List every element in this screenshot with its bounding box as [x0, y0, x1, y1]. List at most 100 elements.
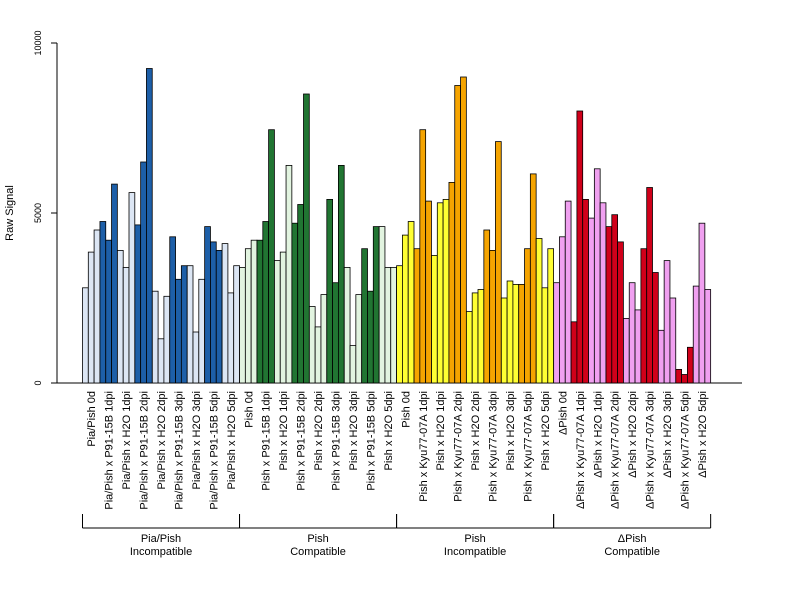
x-tick-label: Pish x P91-15B 1dpi: [261, 391, 273, 491]
bar: [349, 345, 357, 384]
bar: [262, 221, 269, 384]
bar: [186, 265, 194, 384]
bar: [559, 236, 566, 384]
bar: [221, 243, 229, 384]
bar: [500, 297, 508, 384]
bar: [681, 374, 688, 384]
bar: [436, 202, 444, 384]
bar: [146, 68, 153, 384]
bar: [593, 168, 601, 384]
bar: [564, 200, 572, 384]
bar: [239, 266, 246, 384]
bar: [529, 173, 537, 384]
bar: [111, 183, 118, 384]
bar: [657, 329, 665, 384]
bar: [233, 265, 240, 384]
bar: [698, 222, 706, 384]
bar: [518, 283, 525, 384]
bar: [687, 346, 694, 384]
x-tick-label: Pish x H2O 3dpi: [505, 391, 517, 470]
y-axis: 0 5000 10000: [33, 30, 58, 386]
x-tick-label: Pia/Pish x P91-15B 5dpi: [208, 391, 220, 510]
group-label-line2: Compatible: [604, 546, 660, 558]
bar: [384, 266, 392, 384]
bar: [471, 292, 479, 384]
bar: [425, 200, 432, 384]
bar: [396, 265, 403, 384]
bar: [628, 282, 636, 384]
bar: [675, 368, 682, 384]
x-tick-label: Pish x Kyu77-07A 1dpi: [418, 391, 430, 502]
bar: [320, 294, 328, 384]
bar: [704, 289, 712, 384]
bar: [599, 202, 607, 384]
bar: [390, 266, 397, 384]
x-tick-label: Pish x H2O 1dpi: [278, 391, 290, 470]
x-tick-label: Pish x P91-15B 3dpi: [331, 391, 343, 491]
x-tick-label: Pish x Kyu77-07A 3dpi: [488, 391, 500, 502]
bar: [180, 265, 188, 384]
bar: [274, 260, 281, 384]
bar: [576, 110, 584, 384]
bar: [477, 289, 485, 384]
bar: [634, 309, 642, 384]
y-tick-label: 10000: [33, 30, 43, 55]
bar: [256, 239, 264, 384]
bar: [646, 187, 653, 384]
bar: [93, 229, 101, 384]
bar: [669, 297, 677, 384]
y-tick-label: 5000: [33, 203, 43, 223]
bar: [617, 241, 624, 384]
bar: [372, 226, 380, 384]
bar: [82, 287, 89, 384]
bar: [419, 129, 427, 384]
bar: [541, 287, 549, 384]
x-tick-label: Pish x H2O 3dpi: [348, 391, 360, 470]
x-tick-label: ΔPish x Kyu77-07A 2dpi: [610, 391, 622, 509]
bar: [297, 204, 304, 384]
x-tick-label: ΔPish x Kyu77-07A 5dpi: [680, 391, 692, 509]
bar: [134, 224, 142, 384]
bar: [326, 198, 333, 384]
y-tick-label: 0: [33, 380, 43, 385]
x-tick-label: ΔPish x Kyu77-07A 3dpi: [645, 391, 657, 509]
bar: [99, 221, 107, 384]
x-tick-label: Pish 0d: [243, 391, 255, 428]
x-tick-label: Pish x H2O 2dpi: [313, 391, 325, 470]
bar: [87, 251, 95, 384]
bar: [303, 93, 310, 384]
bar: [192, 331, 200, 384]
bar: [495, 141, 502, 384]
bar: [122, 266, 130, 384]
bar: [547, 248, 554, 384]
x-tick-label: ΔPish x H2O 3dpi: [662, 391, 674, 478]
group-label-line1: Pish: [464, 533, 485, 545]
bars: [82, 68, 712, 384]
bar: [279, 251, 287, 384]
bar: [431, 255, 438, 384]
x-tick-label: ΔPish x H2O 5dpi: [697, 391, 709, 478]
bar: [163, 295, 171, 384]
bar: [227, 292, 235, 384]
bar: [244, 248, 252, 384]
bar: [198, 278, 206, 384]
bar: [215, 249, 223, 384]
bar: [151, 290, 159, 384]
bar: [489, 249, 496, 384]
bar: [407, 221, 415, 384]
bar: [117, 249, 124, 384]
x-tick-labels: Pia/Pish 0d Pia/Pish x P91-15B 1dpi Pia/Pi…: [86, 391, 709, 510]
bar: [157, 338, 165, 384]
x-tick-label: Pish x Kyu77-07A 5dpi: [522, 391, 534, 502]
x-tick-label: Pia/Pish x H2O 3dpi: [191, 391, 203, 489]
x-tick-label: ΔPish 0d: [557, 391, 569, 435]
bar: [169, 236, 176, 384]
bar: [623, 317, 630, 384]
bar: [285, 164, 293, 384]
bar: [308, 306, 316, 384]
bar: [553, 282, 560, 384]
x-tick-label: Pia/Pish x P91-15B 1dpi: [104, 391, 116, 510]
x-tick-label: Pish x H2O 5dpi: [540, 391, 552, 470]
